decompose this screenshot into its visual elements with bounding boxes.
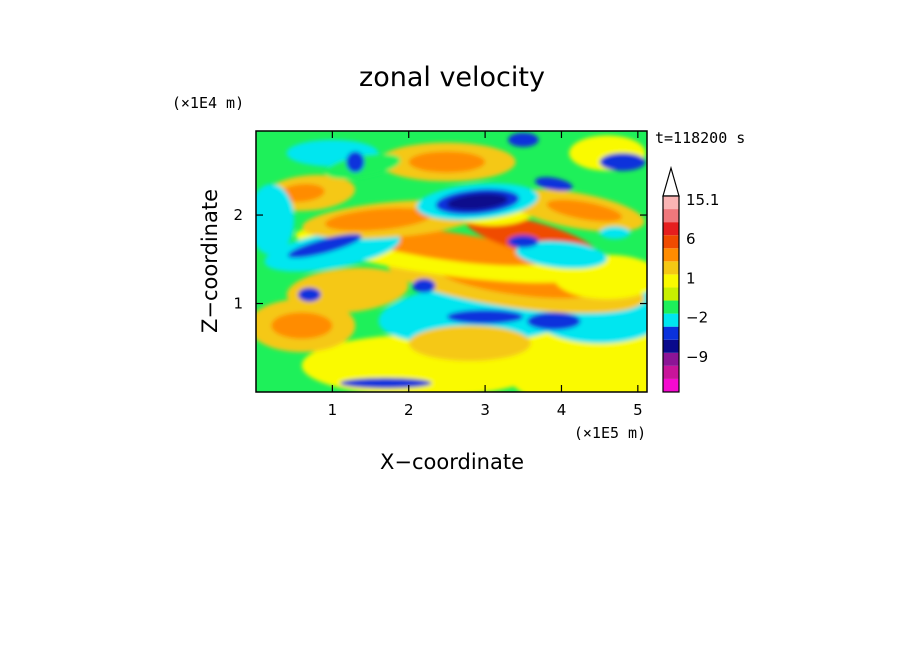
colorbar-label-4: −9	[686, 348, 708, 366]
field-patch-35	[446, 309, 524, 324]
field-patch-20	[278, 183, 325, 202]
colorbar-bin-14	[663, 196, 679, 210]
field-patch-5	[271, 312, 333, 339]
colorbar-bin-0	[663, 378, 679, 392]
y-tick-label-1: 2	[233, 206, 243, 224]
colorbar-extend-max	[662, 165, 680, 197]
field-patch-27	[515, 241, 608, 269]
field-patch-31	[599, 153, 646, 171]
field-patch-22	[408, 151, 486, 173]
colorbar-label-1: 6	[686, 230, 696, 248]
field-patch-37	[346, 151, 365, 173]
y-axis-unit: (×1E4 m)	[172, 94, 244, 112]
field-patch-33	[298, 287, 321, 302]
colorbar-bin-4	[663, 326, 679, 340]
colorbar-label-2: 1	[686, 269, 696, 287]
x-axis-ticks: 1 2 3 4 5	[328, 131, 643, 419]
field-patch-41	[340, 377, 432, 389]
x-axis-title: X−coordinate	[380, 450, 524, 474]
chart-title: zonal velocity	[359, 62, 545, 93]
colorbar-bin-6	[663, 300, 679, 314]
field-patch-15	[324, 207, 432, 232]
y-axis-title: Z−coordinate	[198, 189, 222, 333]
x-tick-label-1: 2	[404, 401, 414, 419]
field-patch-26	[256, 184, 295, 255]
plot-frame	[255, 130, 648, 393]
field-patch-39	[534, 177, 573, 192]
colorbar-bin-8	[663, 274, 679, 288]
colorbar: 15.1 6 1 −2 −9	[662, 165, 719, 393]
y-axis-ticks: 12	[233, 206, 647, 313]
field-patch-6	[286, 267, 409, 313]
colorbar-frame	[662, 195, 680, 393]
x-tick-label-2: 3	[480, 401, 490, 419]
x-axis-unit: (×1E5 m)	[574, 424, 646, 442]
field-patch-32	[287, 233, 362, 259]
field-patch-34	[412, 278, 436, 293]
field-patch-38	[508, 132, 539, 147]
colorbar-bin-5	[663, 313, 679, 327]
field-patch-45	[447, 193, 508, 211]
colorbar-bin-11	[663, 235, 679, 249]
colorbar-label-0: 15.1	[686, 191, 719, 209]
field-patch-40	[508, 235, 539, 248]
colorbar-bin-13	[663, 209, 679, 223]
colorbar-bin-2	[663, 352, 679, 366]
x-tick-label-4: 5	[633, 401, 643, 419]
colorbar-bin-10	[663, 248, 679, 262]
field-patch-36	[527, 312, 581, 331]
colorbar-bin-3	[663, 339, 679, 353]
colorbar-bin-9	[663, 261, 679, 275]
heatmap-field	[256, 131, 647, 392]
x-tick-label-0: 1	[328, 401, 338, 419]
y-tick-label-0: 1	[233, 295, 243, 313]
colorbar-bin-1	[663, 365, 679, 379]
field-patch-28	[408, 325, 531, 362]
colorbar-bin-12	[663, 222, 679, 236]
x-tick-label-3: 4	[557, 401, 567, 419]
field-patch-18	[546, 199, 623, 222]
time-label: t=118200 s	[655, 129, 745, 147]
colorbar-label-3: −2	[686, 309, 708, 327]
field-patch-42	[599, 226, 631, 239]
colorbar-bin-7	[663, 287, 679, 301]
